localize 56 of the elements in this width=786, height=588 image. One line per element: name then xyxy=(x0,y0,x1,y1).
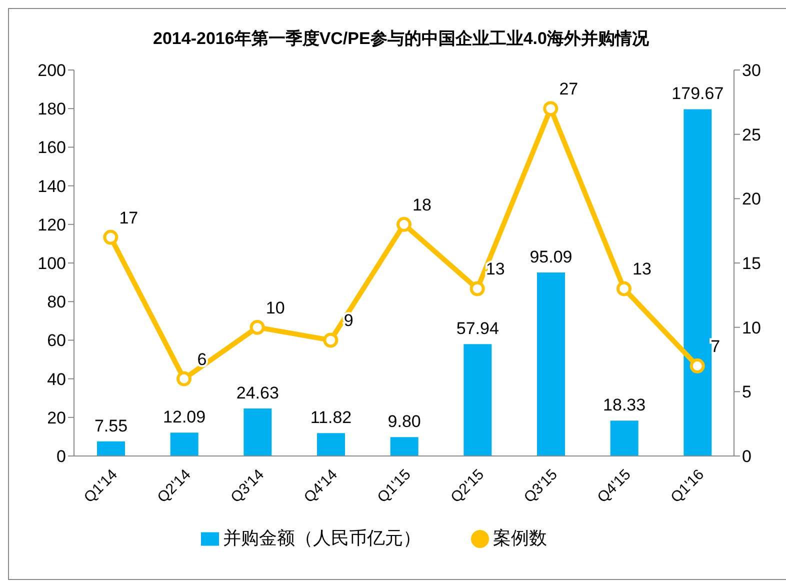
bar xyxy=(684,109,712,456)
data-label: 10 xyxy=(266,298,285,318)
point xyxy=(323,332,338,348)
data-label: 13 xyxy=(486,260,505,279)
y2-tick-label: 5 xyxy=(742,382,752,402)
y-tick-label: 20 xyxy=(47,408,66,428)
bar xyxy=(170,432,198,456)
bar xyxy=(464,344,492,456)
y-tick-label: 140 xyxy=(38,176,66,196)
data-label: 179.67 xyxy=(672,84,724,104)
bar xyxy=(317,433,345,456)
data-label: 27 xyxy=(559,80,578,99)
data-label: 18 xyxy=(412,195,432,214)
data-label: 9 xyxy=(344,311,354,330)
point xyxy=(103,230,118,245)
point xyxy=(616,281,632,296)
y2-tick-label: 20 xyxy=(742,190,761,209)
data-label: 57.94 xyxy=(456,319,499,338)
bar xyxy=(244,408,272,456)
y-tick-label: 0 xyxy=(56,447,66,466)
y-tick-label: 120 xyxy=(38,215,66,234)
bar xyxy=(390,437,418,456)
point xyxy=(176,371,192,386)
y-tick-label: 40 xyxy=(47,370,66,389)
data-label: 18.33 xyxy=(603,396,646,415)
y2-tick-label: 15 xyxy=(742,254,761,274)
bar xyxy=(610,420,638,456)
data-label: 17 xyxy=(119,208,138,228)
point xyxy=(690,358,705,374)
y-tick-label: 160 xyxy=(38,138,66,158)
y-tick-label: 200 xyxy=(38,61,66,80)
data-label: 12.09 xyxy=(163,408,206,427)
bar xyxy=(537,272,565,456)
y-tick-label: 100 xyxy=(38,254,66,274)
data-label: 7.55 xyxy=(94,416,128,436)
y2-tick-label: 0 xyxy=(742,447,752,466)
point xyxy=(543,101,558,116)
point xyxy=(470,281,485,296)
legend-label: 案例数 xyxy=(493,528,547,548)
y-tick-label: 180 xyxy=(38,100,66,119)
point xyxy=(250,320,265,335)
data-label: 9.80 xyxy=(388,412,421,432)
legend-label: 并购金额（人民币亿元） xyxy=(223,528,421,548)
data-label: 95.09 xyxy=(530,247,572,266)
y-tick-label: 60 xyxy=(47,331,66,350)
data-label: 11.82 xyxy=(310,408,352,428)
data-label: 13 xyxy=(632,260,652,279)
y-tick-label: 80 xyxy=(47,292,66,312)
y2-tick-label: 10 xyxy=(742,318,761,338)
y2-tick-label: 30 xyxy=(742,61,761,80)
data-label: 24.63 xyxy=(236,383,279,402)
bar xyxy=(97,441,125,456)
chart-title: 2014-2016年第一季度VC/PE参与的中国企业工业4.0海外并购情况 xyxy=(152,28,650,50)
point xyxy=(396,216,412,232)
y2-tick-label: 25 xyxy=(742,125,761,144)
data-label: 7 xyxy=(710,336,720,356)
